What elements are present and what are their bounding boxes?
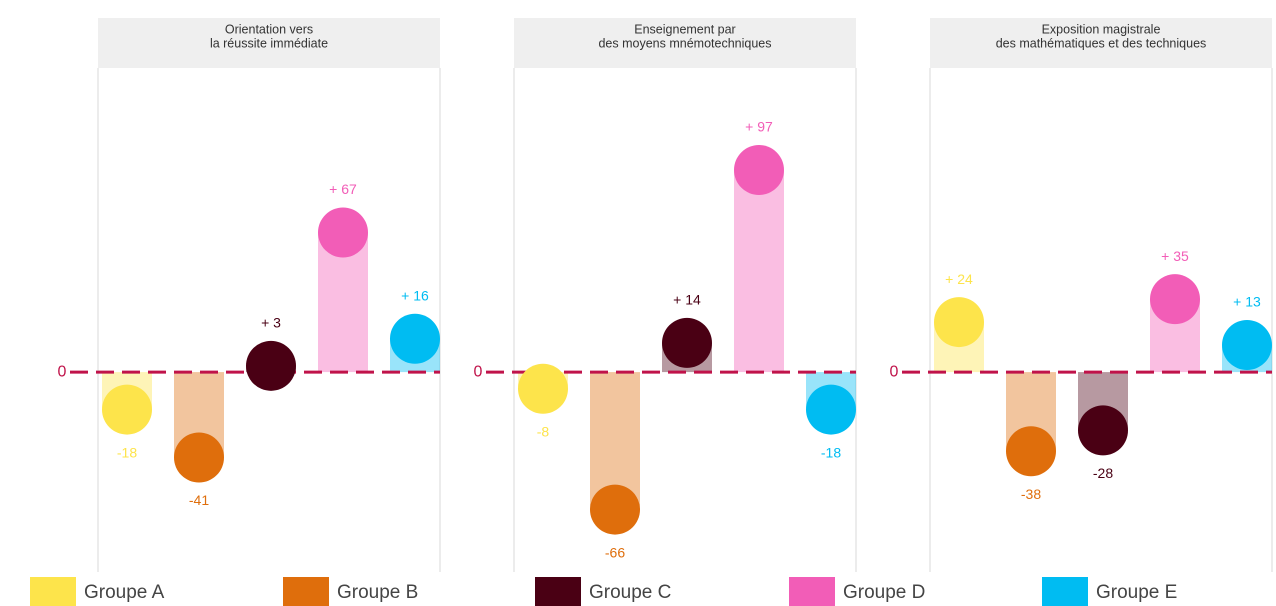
value-label: + 16: [401, 287, 429, 303]
bar: [734, 170, 784, 373]
value-label: + 3: [261, 315, 281, 331]
panel-title: Exposition magistrale: [1042, 22, 1161, 36]
y-tick-label: 0: [890, 363, 899, 380]
value-label: -28: [1093, 465, 1113, 481]
dot: [1006, 426, 1056, 477]
value-label: + 24: [945, 271, 973, 287]
value-label: -38: [1021, 486, 1041, 502]
legend-label: Groupe C: [589, 582, 671, 603]
legend-swatch: [283, 577, 329, 606]
dot: [390, 313, 440, 364]
panel-header: [98, 18, 440, 68]
dot: [246, 340, 296, 391]
legend-swatch: [30, 577, 76, 606]
panel-title: la réussite immédiate: [210, 36, 328, 50]
legend-label: Groupe B: [337, 582, 418, 603]
dot: [590, 484, 640, 535]
dot: [318, 207, 368, 258]
dot: [518, 363, 568, 414]
value-label: -41: [189, 492, 209, 508]
dot: [734, 145, 784, 195]
panel-title: Orientation vers: [225, 22, 313, 36]
dot: [1222, 320, 1272, 370]
legend-swatch: [789, 577, 835, 606]
legend-label: Groupe A: [84, 582, 165, 603]
value-label: -18: [117, 444, 137, 460]
value-label: -18: [821, 444, 841, 460]
y-tick-label: 0: [58, 363, 67, 380]
value-label: + 67: [329, 181, 357, 197]
value-label: + 35: [1161, 248, 1189, 264]
dot: [806, 384, 856, 435]
value-label: + 13: [1233, 294, 1261, 310]
legend-label: Groupe D: [843, 582, 925, 603]
dot: [1078, 405, 1128, 456]
legend-swatch: [535, 577, 581, 606]
dot: [662, 317, 712, 368]
dot: [1150, 274, 1200, 325]
dot: [102, 384, 152, 435]
dot: [934, 297, 984, 348]
y-tick-label: 0: [474, 363, 483, 380]
legend-label: Groupe E: [1096, 582, 1177, 603]
dot: [174, 432, 224, 483]
value-label: + 14: [673, 292, 701, 308]
panel-title: Enseignement par: [634, 22, 735, 36]
legend-swatch: [1042, 577, 1088, 606]
value-label: + 97: [745, 119, 773, 135]
panel-title: des moyens mnémotechniques: [598, 36, 771, 50]
value-label: -8: [537, 423, 550, 439]
panel-title: des mathématiques et des techniques: [996, 36, 1207, 50]
panel-header: [514, 18, 856, 68]
panel-header: [930, 18, 1272, 68]
value-label: -66: [605, 544, 625, 560]
